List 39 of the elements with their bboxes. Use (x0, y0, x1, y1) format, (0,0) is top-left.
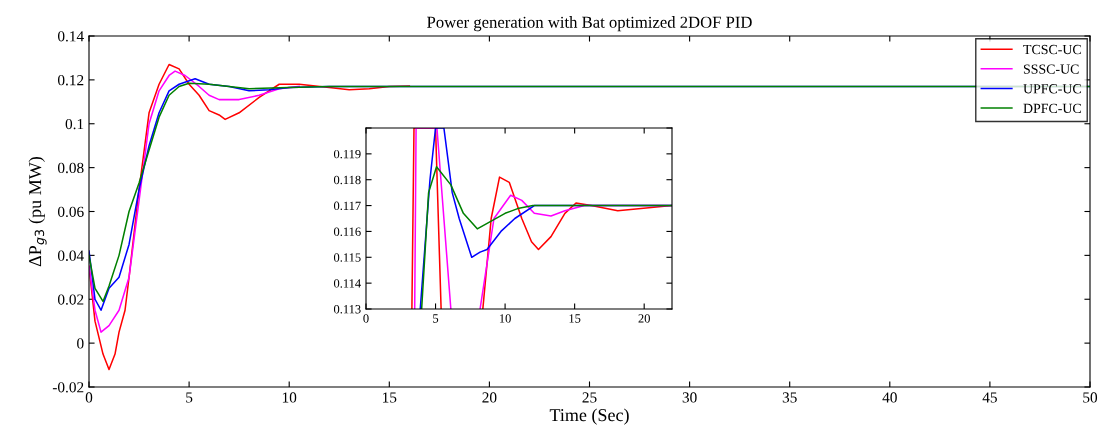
y-tick-label: 0.117 (333, 201, 361, 211)
y-tick-label: 0.04 (57, 250, 84, 261)
x-tick-label: 0 (85, 392, 93, 403)
y-tick-label: 0.1 (65, 118, 84, 130)
x-tick-label: 50 (1083, 392, 1098, 403)
x-tick-label: 40 (882, 392, 897, 403)
legend-label: DPFC-UC (1023, 103, 1081, 114)
x-tick-label: 5 (186, 392, 193, 403)
x-tick-label: 20 (482, 392, 497, 403)
legend-label: SSSC-UC (1023, 64, 1079, 74)
x-tick-label: 15 (383, 392, 397, 403)
y-tick-label: 0.118 (333, 175, 361, 185)
x-axis-title: Time (Sec) (549, 408, 629, 425)
y-tick-label: 0.116 (333, 227, 361, 236)
x-tick-label: 15 (569, 314, 581, 323)
y-tick-label: 0.119 (333, 149, 361, 159)
x-tick-label: 5 (433, 314, 439, 323)
y-tick-label: 0.114 (333, 279, 361, 288)
y-tick-label: 0.06 (57, 206, 84, 218)
legend-label: UPFC-UC (1023, 84, 1081, 94)
x-tick-label: 10 (282, 392, 297, 403)
x-tick-label: 10 (499, 314, 511, 323)
x-tick-label: 45 (982, 392, 997, 403)
x-tick-label: 35 (782, 392, 797, 403)
y-tick-label: 0 (77, 338, 84, 349)
x-tick-label: 25 (582, 392, 597, 403)
x-tick-label: 30 (682, 392, 697, 403)
y-tick-label: 0.14 (57, 31, 84, 42)
legend-label: TCSC-UC (1023, 44, 1081, 55)
y-tick-label: 0.115 (333, 253, 361, 262)
y-axis-title: ΔP$_{g3}$ (pu MW) (28, 157, 47, 267)
x-tick-label: 0 (363, 314, 369, 323)
y-tick-label: 0.08 (57, 162, 84, 174)
x-tick-label: 20 (638, 314, 650, 323)
y-tick-label: -0.02 (52, 382, 84, 393)
y-tick-label: 0.02 (57, 294, 84, 305)
y-tick-label: 0.12 (57, 75, 84, 86)
y-tick-label: 0.113 (333, 305, 361, 314)
chart-title: Power generation with Bat optimized 2DOF PID (427, 16, 752, 32)
